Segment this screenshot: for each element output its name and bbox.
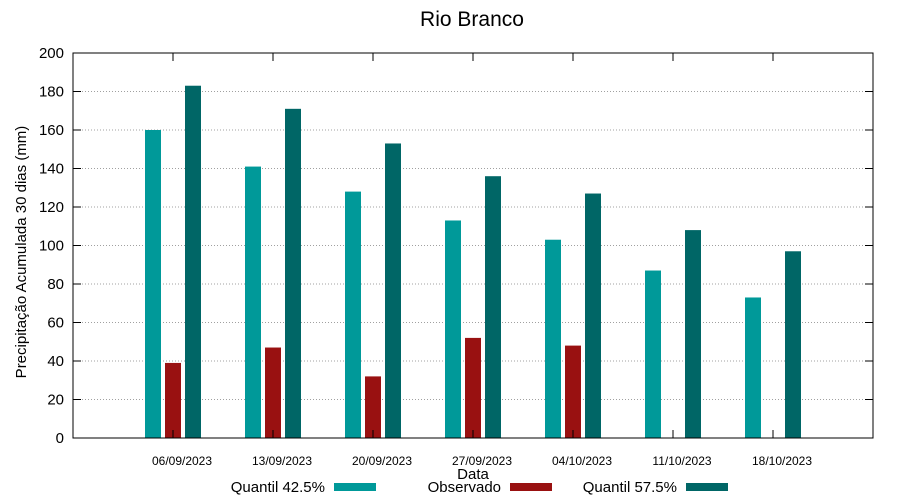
- bar: [165, 362, 181, 438]
- bar: [785, 251, 801, 438]
- x-tick-label: 27/09/2023: [452, 454, 512, 468]
- y-tick-label: 200: [39, 45, 64, 62]
- y-tick-label: 140: [39, 161, 64, 178]
- bar: [565, 345, 581, 438]
- bar: [645, 270, 661, 438]
- y-tick-label: 0: [56, 430, 64, 447]
- chart-title: Rio Branco: [420, 8, 524, 31]
- y-tick-label: 180: [39, 84, 64, 101]
- legend-label: Quantil 42.5%: [231, 479, 325, 496]
- y-tick-label: 120: [39, 199, 64, 216]
- legend-label: Observado: [428, 479, 501, 496]
- x-tick-label: 06/09/2023: [152, 454, 212, 468]
- y-tick-label: 20: [47, 392, 64, 409]
- bar: [585, 193, 601, 438]
- legend: Quantil 42.5% Observado Quantil 57.5%: [231, 479, 728, 496]
- bar: [245, 166, 261, 438]
- y-axis-label: Precipitação Acumulada 30 dias (mm): [13, 126, 30, 379]
- bar: [745, 297, 761, 438]
- x-axis-label: Data: [457, 466, 489, 483]
- bars: [145, 85, 801, 438]
- legend-swatch: [510, 483, 552, 491]
- bar: [545, 239, 561, 438]
- bar: [465, 337, 481, 438]
- x-tick-label: 04/10/2023: [552, 454, 612, 468]
- bar: [185, 85, 201, 438]
- bar: [365, 376, 381, 438]
- bar: [285, 108, 301, 438]
- bar: [385, 143, 401, 438]
- x-tick-label: 20/09/2023: [352, 454, 412, 468]
- bar: [685, 230, 701, 438]
- legend-swatch: [334, 483, 376, 491]
- y-tick-label: 160: [39, 122, 64, 139]
- y-tick-label: 40: [47, 353, 64, 370]
- legend-swatch: [686, 483, 728, 491]
- y-tick-label: 60: [47, 315, 64, 332]
- y-tick-label: 80: [47, 276, 64, 293]
- bar: [485, 176, 501, 438]
- bar: [445, 220, 461, 438]
- bar: [265, 347, 281, 438]
- axes: 0 20 40 60 80 100 120 140 160 180 200 06/09/2023 13/…: [39, 45, 873, 468]
- x-tick-label: 11/10/2023: [652, 454, 711, 468]
- y-tick-label: 100: [39, 238, 64, 255]
- x-tick-label: 18/10/2023: [752, 454, 812, 468]
- legend-label: Quantil 57.5%: [583, 479, 677, 496]
- bar: [345, 191, 361, 438]
- x-tick-label: 13/09/2023: [252, 454, 312, 468]
- bar: [145, 130, 161, 438]
